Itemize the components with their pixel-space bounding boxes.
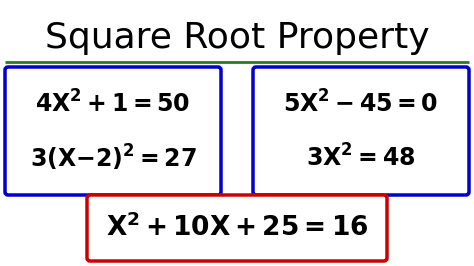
Text: $\mathbf{5X^2 - 45 = 0}$: $\mathbf{5X^2 - 45 = 0}$ [283,90,438,118]
FancyBboxPatch shape [253,67,469,195]
Text: $\mathbf{3X^2 = 48}$: $\mathbf{3X^2 = 48}$ [306,144,416,172]
FancyBboxPatch shape [87,195,387,261]
Text: $\mathbf{X^2 + 10X + 25 = 16}$: $\mathbf{X^2 + 10X + 25 = 16}$ [106,214,368,242]
FancyBboxPatch shape [5,67,221,195]
Text: Square Root Property: Square Root Property [45,21,429,55]
Text: $\mathbf{4X^2 + 1 = 50}$: $\mathbf{4X^2 + 1 = 50}$ [36,90,191,118]
Text: $\mathbf{3(X{-}2)^2 = 27}$: $\mathbf{3(X{-}2)^2 = 27}$ [29,143,197,173]
